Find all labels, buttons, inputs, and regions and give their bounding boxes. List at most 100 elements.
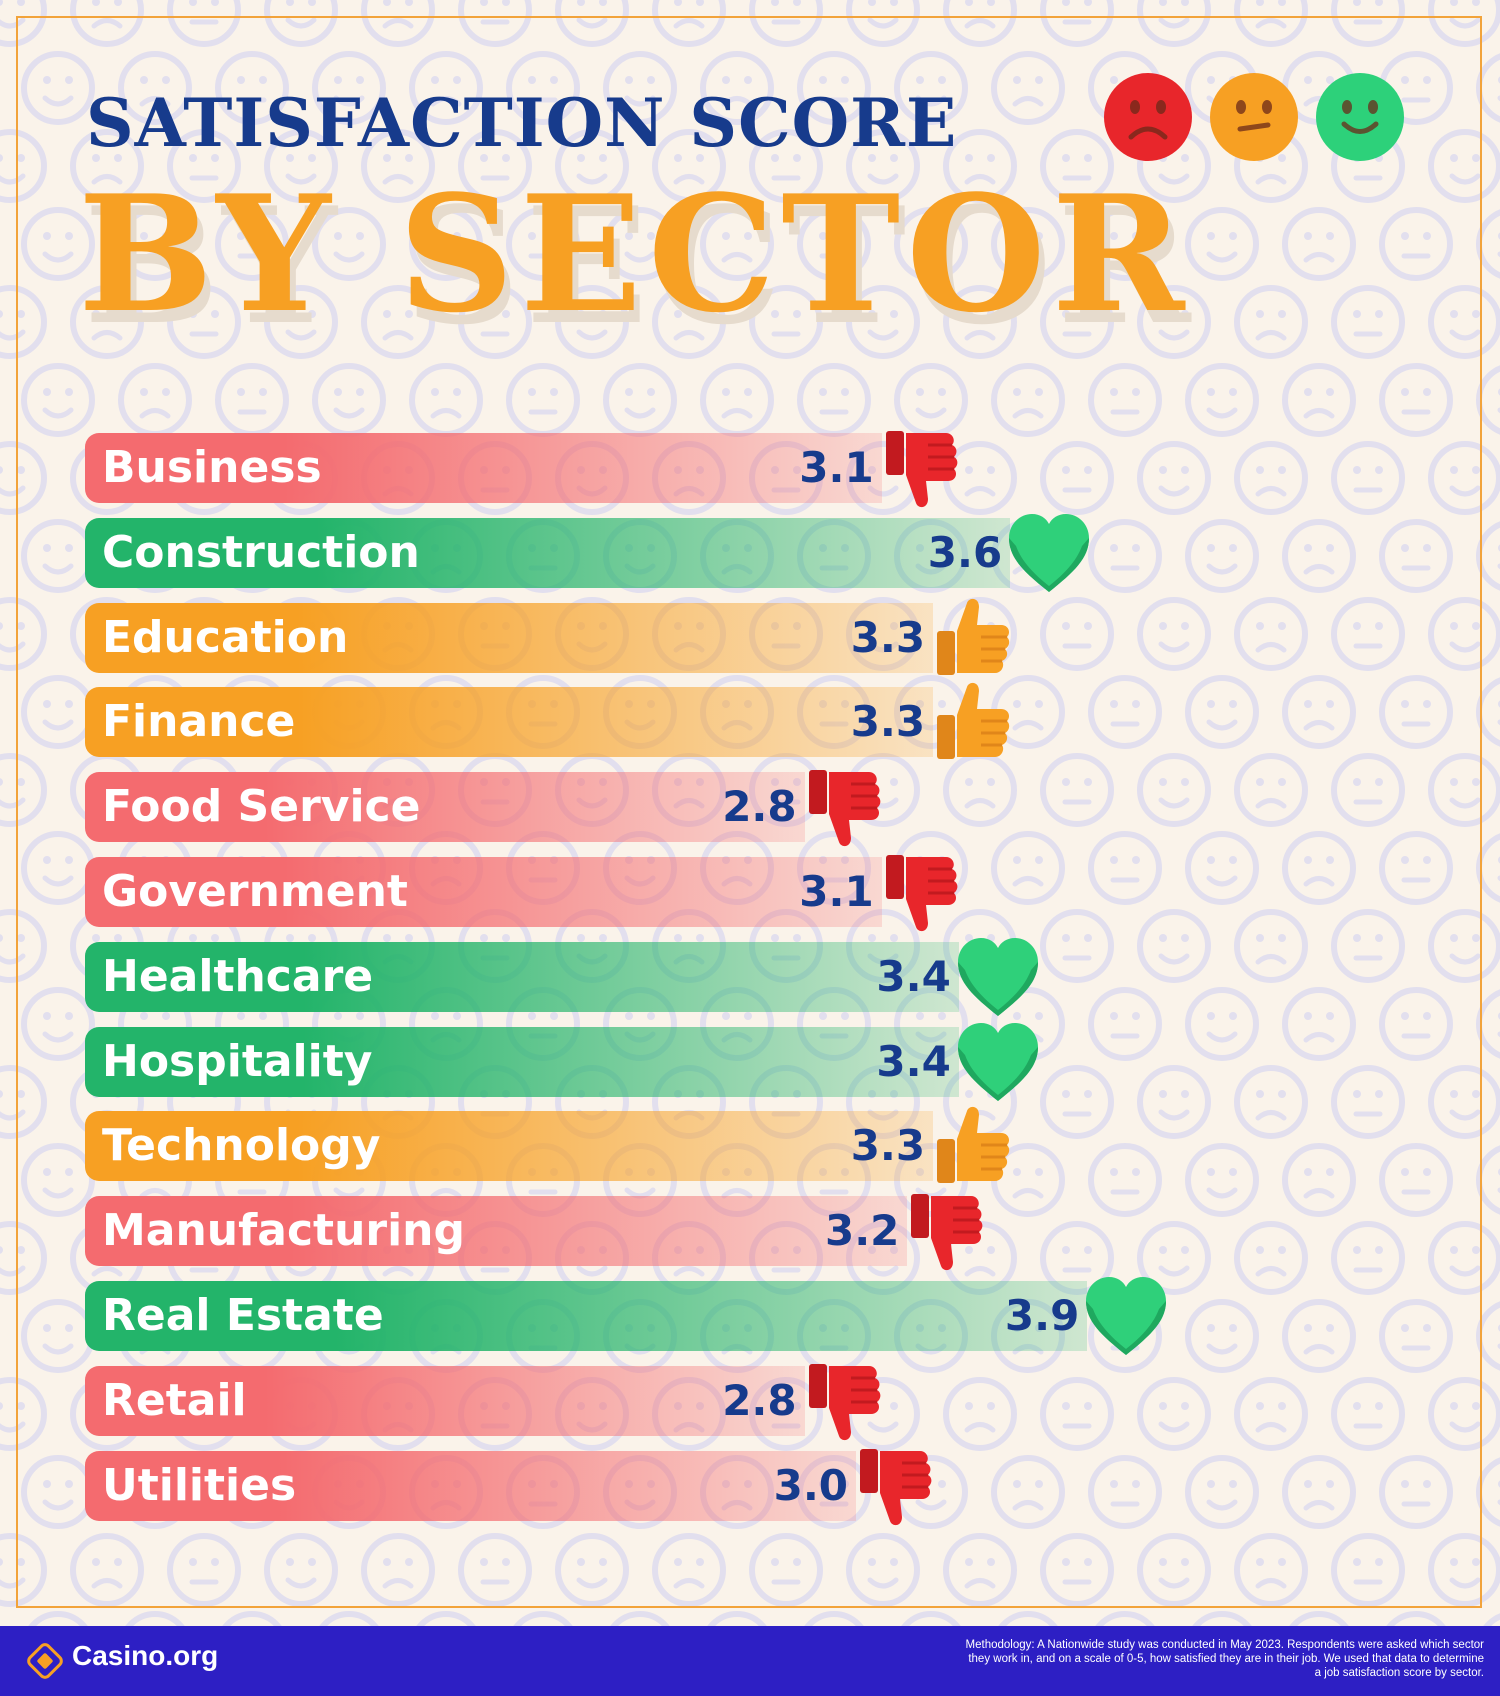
bar-label: Education (102, 611, 349, 663)
background-face-icon (749, 129, 823, 203)
background-face-icon (901, 1611, 961, 1626)
background-face-icon (0, 441, 47, 515)
background-face-icon (125, 1611, 185, 1626)
background-face-icon (1379, 363, 1453, 437)
bar-value-label: 3.4 (876, 1036, 951, 1086)
bar (85, 1450, 856, 1521)
background-face-icon (1331, 1533, 1405, 1607)
background-face-icon (167, 0, 241, 47)
background-face-icon (409, 207, 483, 281)
background-face-icon (846, 1533, 920, 1607)
methodology-note: Methodology: A Nationwide study was cond… (965, 1639, 1484, 1679)
background-face-icon (1040, 1065, 1114, 1139)
background-face-icon (1282, 519, 1356, 593)
background-face-icon (264, 129, 338, 203)
background-face-icon (610, 1611, 670, 1626)
bar-value-label: 3.2 (824, 1206, 900, 1256)
background-face-icon (1379, 1299, 1453, 1373)
background-face-icon (0, 285, 47, 359)
background-face-icon (555, 129, 629, 203)
bar-value-label: 3.1 (799, 867, 874, 916)
thumbs-up-icon (937, 598, 1010, 675)
background-face-icon (1282, 207, 1356, 281)
background-face-icon (1379, 1455, 1453, 1529)
bar-label: Utilities (102, 1459, 297, 1511)
background-face-icon (603, 51, 677, 125)
background-face-icon (1331, 753, 1405, 827)
brand-name: Casino.org (72, 1640, 219, 1671)
background-face-icon (458, 1533, 532, 1607)
background-face-icon (1137, 441, 1211, 515)
background-face-icon (1379, 987, 1453, 1061)
background-face-icon (1331, 1065, 1405, 1139)
background-face-icon (1428, 1221, 1500, 1295)
bar (85, 857, 882, 927)
background-face-icon (409, 51, 483, 125)
background-face-icon (458, 0, 532, 47)
background-face-icon (70, 0, 144, 47)
background-face-icon (21, 987, 95, 1061)
background-face-icon (1137, 285, 1211, 359)
background-face-icon (749, 1533, 823, 1607)
bar (85, 1196, 908, 1267)
bar-label: Technology (102, 1120, 381, 1172)
background-face-icon (361, 129, 435, 203)
background-face-icon (28, 1611, 88, 1626)
background-face-icon (804, 1611, 864, 1626)
background-face-icon (1331, 1221, 1405, 1295)
background-face-icon (361, 1533, 435, 1607)
bar (85, 772, 805, 843)
background-face-icon (319, 1611, 379, 1626)
bar (85, 1111, 934, 1182)
background-face-icon (1185, 1299, 1259, 1373)
background-face-icon (1040, 285, 1114, 359)
background-face-icon (1234, 753, 1308, 827)
thumbs-down-icon (808, 1363, 880, 1440)
background-face-icon (1040, 597, 1114, 671)
background-face-icon (0, 597, 47, 671)
background-face-icon (894, 51, 968, 125)
bar-value-label: 3.1 (799, 443, 874, 492)
background-face-icon (264, 285, 338, 359)
background-face-icon (749, 285, 823, 359)
background-face-icon (416, 1611, 476, 1626)
bar (85, 1026, 959, 1097)
background-face-icon (797, 207, 871, 281)
background-face-icon (1040, 441, 1114, 515)
background-face-icon (1428, 285, 1500, 359)
background-face-icon (846, 285, 920, 359)
bar-value-label: 2.8 (722, 782, 797, 832)
background-face-icon (167, 129, 241, 203)
thumbs-down-icon (911, 1194, 983, 1271)
background-face-icon (998, 1611, 1058, 1626)
bar (85, 687, 934, 758)
heart-icon (1009, 513, 1090, 592)
bar-value-label: 3.0 (773, 1460, 848, 1510)
bar-value-label: 2.8 (722, 1375, 797, 1425)
background-face-icon (1137, 909, 1211, 983)
background-face-icon (1088, 1143, 1162, 1217)
background-face-icon (264, 0, 338, 47)
neutral-face-icon (1210, 73, 1298, 161)
bar-label: Retail (102, 1374, 247, 1426)
background-face-icon (1088, 363, 1162, 437)
background-face-icon (555, 1533, 629, 1607)
background-face-icon (1282, 1143, 1356, 1217)
bar-label: Hospitality (102, 1035, 373, 1087)
background-face-icon (361, 285, 435, 359)
background-face-icon (1137, 597, 1211, 671)
background-face-icon (70, 285, 144, 359)
thumbs-down-icon (885, 431, 958, 508)
background-face-icon (894, 207, 968, 281)
background-face-icon (118, 207, 192, 281)
background-face-icon (1379, 207, 1453, 281)
bar-value-label: 3.6 (927, 527, 1003, 577)
heart-icon (1086, 1277, 1167, 1355)
background-face-icon (1234, 0, 1308, 47)
background-face-icon (458, 129, 532, 203)
background-face-icon (1428, 909, 1500, 983)
background-face-icon (1379, 675, 1453, 749)
bar-label: Real Estate (102, 1290, 384, 1341)
background-face-icon (1428, 441, 1500, 515)
background-face-icon (991, 1455, 1065, 1529)
